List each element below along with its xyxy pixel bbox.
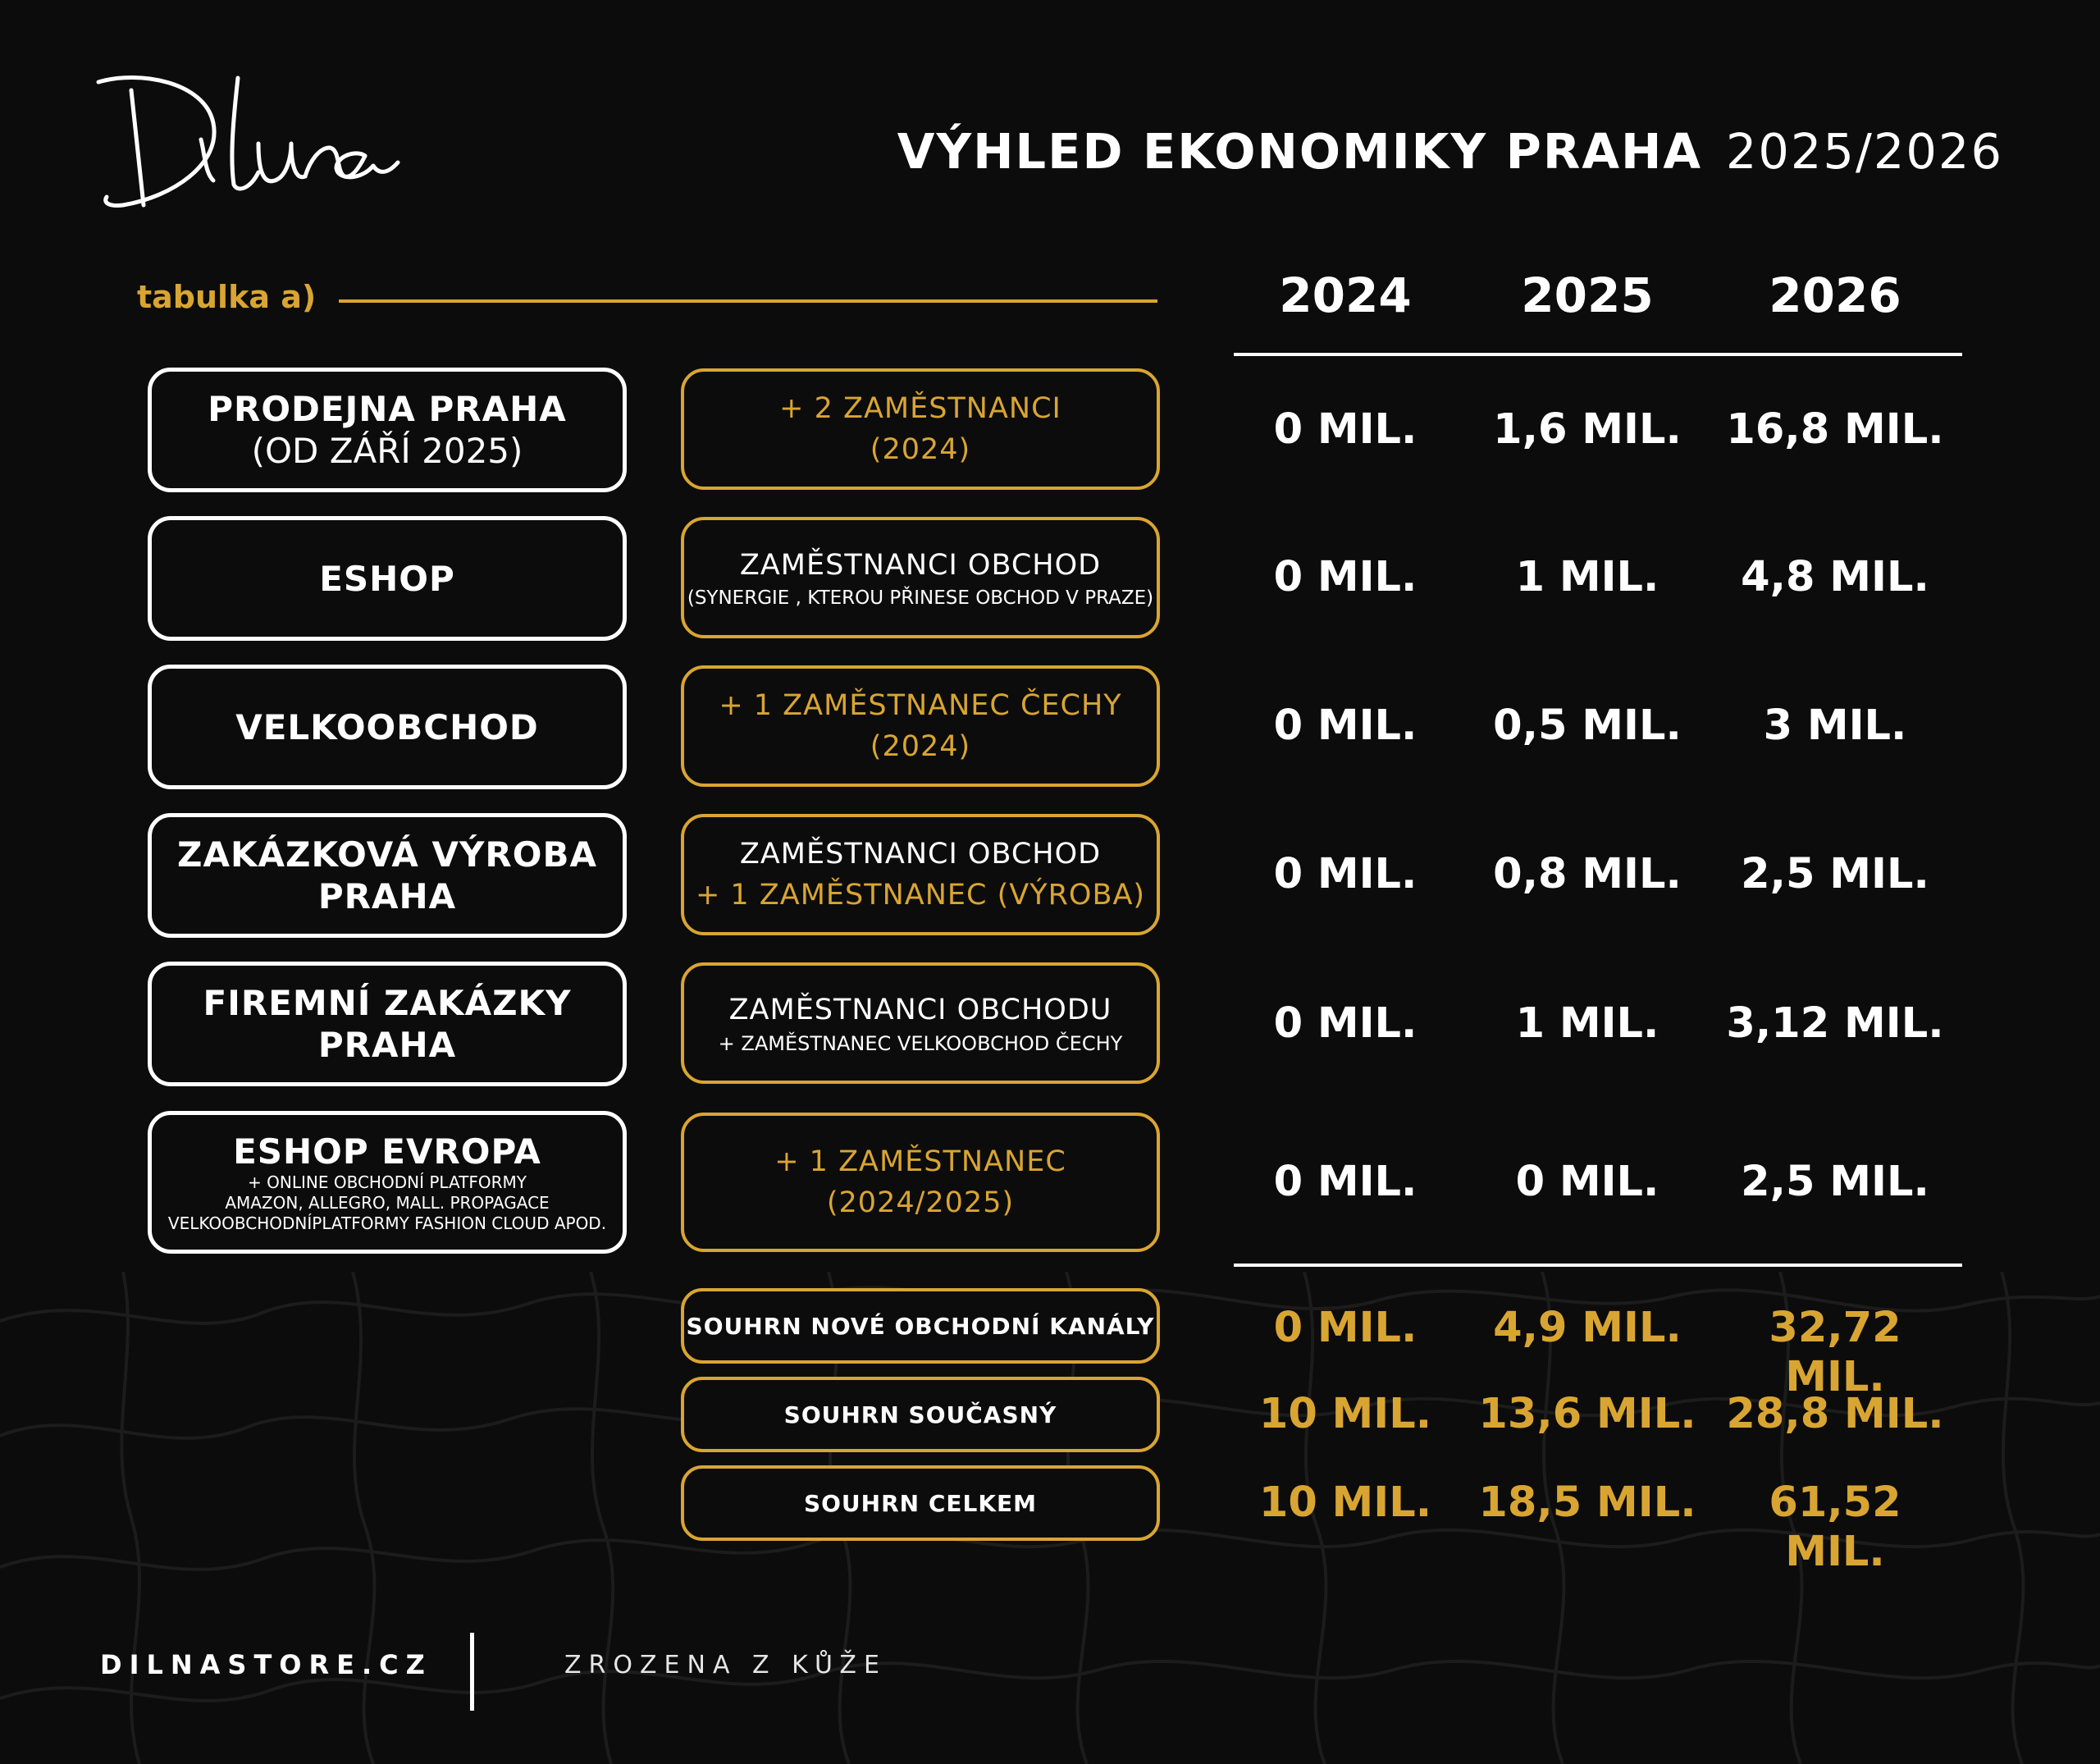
footer-website[interactable]: DILNASTORE.CZ (100, 1649, 432, 1680)
channel-title: FIREMNÍ ZAKÁZKY (203, 983, 572, 1023)
note-line: (2024) (870, 433, 971, 466)
channel-detail: AMAZON, ALLEGRO, MALL. PROPAGACE (225, 1193, 550, 1213)
value-2026: 3,12 MIL. (1726, 999, 1944, 1048)
value-2025: 0 MIL. (1515, 1158, 1659, 1206)
table-label-divider (339, 299, 1157, 303)
channel-title: ESHOP (319, 558, 455, 599)
note-line: (2024) (870, 730, 971, 763)
summary-value-2024: 10 MIL. (1258, 1478, 1432, 1527)
dilna-script-logo (96, 75, 400, 208)
note-line: + 1 ZAMĚSTNANEC (VÝROBA) (695, 879, 1146, 912)
channel-title-line2: PRAHA (317, 1025, 457, 1065)
channel-detail: VELKOOBCHODNÍPLATFORMY FASHION CLOUD APO… (167, 1213, 607, 1233)
summary-label: SOUHRN CELKEM (803, 1489, 1038, 1517)
value-2026: 3 MIL. (1763, 701, 1907, 750)
summary-box-soucasny: SOUHRN SOUČASNÝ (681, 1377, 1160, 1452)
value-2026: 2,5 MIL. (1741, 1158, 1929, 1206)
value-2025: 1 MIL. (1515, 999, 1659, 1048)
note-line: ZAMĚSTNANCI OBCHOD (739, 549, 1102, 582)
summary-value-2025: 13,6 MIL. (1478, 1390, 1696, 1438)
value-2025: 1 MIL. (1515, 553, 1659, 601)
note-line: ZAMĚSTNANCI OBCHOD (739, 838, 1102, 871)
header-divider (1234, 353, 1962, 356)
note-line: + 2 ZAMĚSTNANCI (779, 392, 1061, 425)
summary-value-2024: 0 MIL. (1273, 1304, 1418, 1352)
note-box-row-1: + 2 ZAMĚSTNANCI (2024) (681, 368, 1160, 490)
channel-title: ESHOP EVROPA (233, 1131, 541, 1172)
table-label: tabulka a) (137, 279, 317, 315)
summary-value-2025: 4,9 MIL. (1493, 1304, 1682, 1352)
title-years: 2025/2026 (1725, 123, 2003, 180)
channel-subtitle: (OD ZÁŘÍ 2025) (251, 431, 523, 471)
year-header-2025: 2025 (1521, 267, 1654, 323)
channel-title: PRODEJNA PRAHA (208, 389, 567, 429)
summary-value-2025: 18,5 MIL. (1478, 1478, 1696, 1527)
title-main: VÝHLED EKONOMIKY PRAHA (897, 123, 1703, 180)
value-2026: 2,5 MIL. (1741, 850, 1929, 898)
note-box-row-5: ZAMĚSTNANCI OBCHODU + ZAMĚSTNANEC VELKOO… (681, 962, 1160, 1084)
summary-label: SOUHRN SOUČASNÝ (783, 1401, 1057, 1428)
year-header-2024: 2024 (1279, 267, 1412, 323)
channel-box-zakazkova-vyroba: ZAKÁZKOVÁ VÝROBA PRAHA (148, 813, 627, 938)
summary-box-celkem: SOUHRN CELKEM (681, 1465, 1160, 1541)
summary-box-nove-kanaly: SOUHRN NOVÉ OBCHODNÍ KANÁLY (681, 1288, 1160, 1364)
value-2025: 1,6 MIL. (1493, 405, 1682, 454)
note-box-row-2: ZAMĚSTNANCI OBCHOD (SYNERGIE , KTEROU PŘ… (681, 517, 1160, 638)
note-line: + 1 ZAMĚSTNANEC (774, 1145, 1066, 1178)
value-2025: 0,8 MIL. (1493, 850, 1682, 898)
note-small: + ZAMĚSTNANEC VELKOOBCHOD ČECHY (718, 1032, 1123, 1055)
value-2024: 0 MIL. (1273, 701, 1418, 750)
note-box-row-3: + 1 ZAMĚSTNANEC ČECHY (2024) (681, 665, 1160, 787)
channel-box-eshop: ESHOP (148, 516, 627, 641)
summary-value-2026: 32,72 MIL. (1769, 1304, 1901, 1401)
value-2024: 0 MIL. (1273, 553, 1418, 601)
channel-title: VELKOOBCHOD (235, 706, 539, 747)
channel-box-velkoobchod: VELKOOBCHOD (148, 665, 627, 789)
channel-box-eshop-evropa: ESHOP EVROPA + ONLINE OBCHODNÍ PLATFORMY… (148, 1111, 627, 1254)
note-line: (2024/2025) (826, 1186, 1015, 1219)
leather-texture-background (0, 1272, 2100, 1764)
value-2026: 4,8 MIL. (1741, 553, 1929, 601)
note-line: + 1 ZAMĚSTNANEC ČECHY (719, 689, 1122, 722)
value-2024: 0 MIL. (1273, 850, 1418, 898)
year-header-2026: 2026 (1769, 267, 1901, 323)
summary-value-2024: 10 MIL. (1258, 1390, 1432, 1438)
channel-detail: + ONLINE OBCHODNÍ PLATFORMY (248, 1172, 527, 1192)
footer-tagline: ZROZENA Z KŮŽE (564, 1651, 887, 1679)
value-2026: 16,8 MIL. (1726, 405, 1944, 454)
note-line: ZAMĚSTNANCI OBCHODU (728, 994, 1112, 1026)
summary-value-2026: 28,8 MIL. (1726, 1390, 1944, 1438)
value-2024: 0 MIL. (1273, 1158, 1418, 1206)
value-2024: 0 MIL. (1273, 405, 1418, 454)
value-2024: 0 MIL. (1273, 999, 1418, 1048)
channel-box-firemni-zakazky: FIREMNÍ ZAKÁZKY PRAHA (148, 962, 627, 1086)
summary-divider (1234, 1264, 1962, 1267)
note-box-row-6: + 1 ZAMĚSTNANEC (2024/2025) (681, 1113, 1160, 1252)
value-2025: 0,5 MIL. (1493, 701, 1682, 750)
summary-label: SOUHRN NOVÉ OBCHODNÍ KANÁLY (686, 1312, 1155, 1340)
channel-box-prodejna-praha: PRODEJNA PRAHA (OD ZÁŘÍ 2025) (148, 368, 627, 492)
note-small: (SYNERGIE , KTEROU PŘINESE OBCHOD V PRAZ… (687, 587, 1154, 609)
channel-title-line2: PRAHA (317, 876, 457, 916)
channel-title: ZAKÁZKOVÁ VÝROBA (177, 834, 597, 875)
note-box-row-4: ZAMĚSTNANCI OBCHOD + 1 ZAMĚSTNANEC (VÝRO… (681, 814, 1160, 935)
footer-divider (470, 1633, 474, 1711)
page-title: VÝHLED EKONOMIKY PRAHA 2025/2026 (897, 123, 2003, 180)
summary-value-2026: 61,52 MIL. (1769, 1478, 1901, 1576)
